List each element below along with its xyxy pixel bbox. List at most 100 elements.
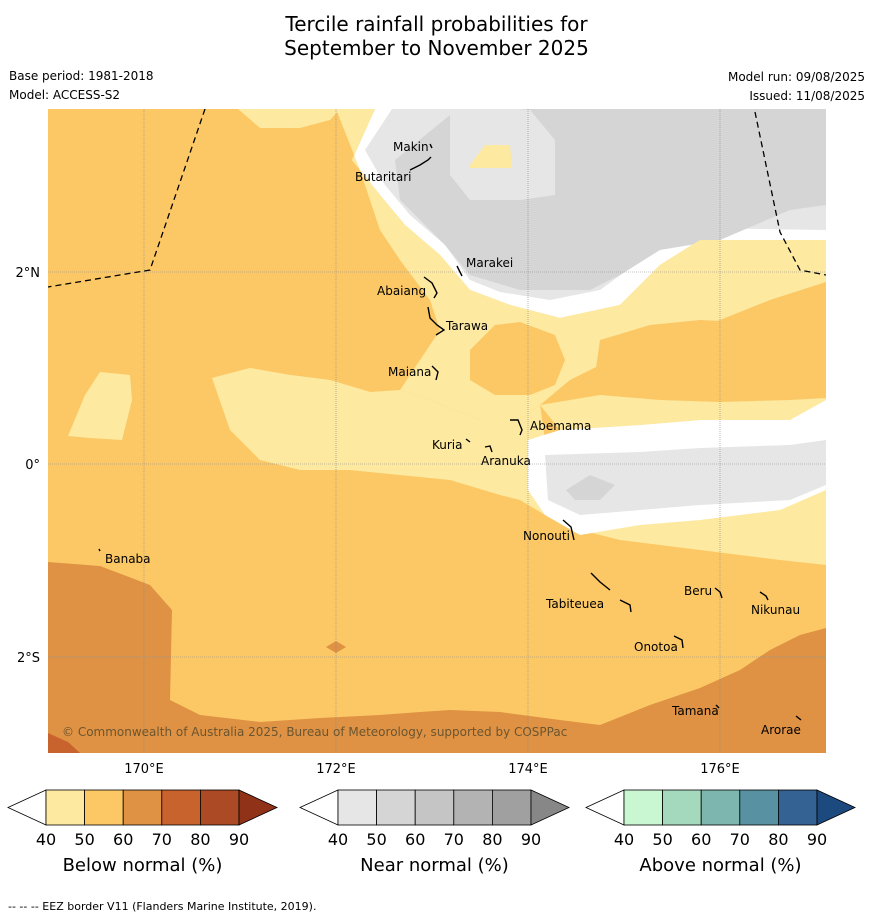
- graticule: [48, 109, 826, 753]
- colorbars: 40 50 60 70 80 90 Below normal (%) 40 50 60 70 80 90…: [7, 789, 856, 876]
- colorbar-segment: [700, 789, 741, 826]
- island-abemama: [510, 419, 523, 436]
- model-label: Model: ACCESS-S2: [9, 88, 121, 102]
- colorbar-label: Near normal (%): [360, 855, 509, 876]
- place-label: Abaiang: [377, 284, 426, 298]
- colorbar-tick-label: 60: [113, 830, 133, 849]
- colorbar-segment: [45, 789, 85, 826]
- colorbar-tick-label: 70: [444, 830, 464, 849]
- island-nonouti: [562, 519, 575, 541]
- place-label: Tarawa: [445, 319, 488, 333]
- colorbar-extend-low: [299, 789, 339, 826]
- place-label: Aranuka: [481, 454, 531, 468]
- place-label: Kuria: [432, 438, 463, 452]
- colorbar-tick-label: 80: [482, 830, 502, 849]
- island-beru: [714, 587, 723, 599]
- region-below-40-50-east-strip: [540, 395, 826, 430]
- island-tarawa: [427, 306, 446, 336]
- place-label: Nikunau: [751, 603, 800, 617]
- place-label: Makin: [393, 140, 429, 154]
- island-aranuka: [484, 445, 493, 453]
- lat-label: 2°N: [16, 266, 41, 281]
- region-below-40-50-south: [212, 368, 580, 530]
- copyright-notice: © Commonwealth of Australia 2025, Bureau…: [62, 725, 567, 739]
- colorbar-segment: [84, 789, 124, 826]
- eez-border: [48, 109, 826, 288]
- colorbar-above: 40 50 60 70 80 90 Above normal (%): [585, 789, 856, 876]
- colorbar-segment: [161, 789, 201, 826]
- colorbar-segment: [662, 789, 702, 826]
- region-near-50-60-east: [566, 475, 615, 500]
- island-kuria: [465, 438, 471, 443]
- island-arorae: [795, 715, 802, 721]
- place-label: Banaba: [105, 552, 151, 566]
- page-title-line2: September to November 2025: [284, 36, 589, 60]
- region-below-60-70-south: [48, 562, 826, 753]
- place-label: Beru: [684, 584, 712, 598]
- colorbar-extend-high: [816, 789, 856, 826]
- region-below-40-50-west: [68, 372, 132, 440]
- region-below-50-60-center: [470, 322, 565, 395]
- island-abaiang: [423, 276, 438, 299]
- colorbar-label: Below normal (%): [63, 855, 223, 876]
- colorbar-segment: [623, 789, 663, 826]
- island-nikunau: [759, 591, 769, 601]
- island-tamana: [715, 704, 720, 709]
- lat-label: 2°S: [17, 651, 40, 666]
- colorbar-segment: [491, 789, 532, 826]
- colorbar-tick-label: 70: [730, 830, 750, 849]
- region-below-40-50-north: [238, 109, 340, 128]
- region-below-50-60-east: [596, 320, 810, 400]
- place-label: Tabiteuea: [545, 597, 604, 611]
- island-tabiteuea: [590, 572, 632, 613]
- colorbar-extend-high: [238, 789, 278, 826]
- page-title-line1: Tercile rainfall probabilities for: [285, 12, 588, 36]
- place-label: Maiana: [388, 365, 431, 379]
- colorbar-tick-label: 40: [614, 830, 634, 849]
- island-makin: [429, 143, 433, 149]
- place-labels: Makin Butaritari Marakei Abaiang Tarawa …: [105, 140, 801, 737]
- colorbar-below: 40 50 60 70 80 90 Below normal (%): [7, 789, 278, 876]
- base-period-label: Base period: 1981-2018: [9, 69, 154, 83]
- region-below-40-50-northeast: [336, 109, 826, 420]
- colorbar-segment: [337, 789, 377, 826]
- axis-labels: 2°N 0° 2°S 170°E 172°E 174°E 176°E: [16, 266, 740, 777]
- colorbar-tick-label: 70: [152, 830, 172, 849]
- region-below-pocket: [470, 145, 512, 168]
- colorbar-tick-label: 50: [74, 830, 94, 849]
- lon-label: 174°E: [508, 762, 548, 777]
- island-onotoa: [673, 635, 684, 649]
- colorbar-tick-label: 50: [366, 830, 386, 849]
- colorbar-tick-label: 40: [36, 830, 56, 849]
- place-label: Tamana: [671, 704, 719, 718]
- colorbar-label: Above normal (%): [639, 855, 801, 876]
- region-below-70-80-corner: [48, 733, 80, 753]
- colorbar-extend-low: [585, 789, 625, 826]
- island-butaritari: [409, 156, 432, 171]
- island-maiana: [431, 365, 439, 381]
- lon-label: 172°E: [316, 762, 356, 777]
- colorbar-tick-label: 80: [190, 830, 210, 849]
- issued-label: Issued: 11/08/2025: [749, 89, 865, 103]
- eez-footnote: -- -- -- EEZ border V11 (Flanders Marine…: [8, 900, 317, 913]
- islands: [98, 143, 802, 721]
- lon-label: 176°E: [700, 762, 740, 777]
- place-label: Abemama: [530, 419, 591, 433]
- colorbar-tick-label: 50: [652, 830, 672, 849]
- colorbar-segment: [122, 789, 163, 826]
- lat-label: 0°: [25, 458, 40, 473]
- colorbar-tick-label: 90: [807, 830, 827, 849]
- colorbar-near: 40 50 60 70 80 90 Near normal (%): [299, 789, 570, 876]
- map-area: Makin Butaritari Marakei Abaiang Tarawa …: [48, 109, 826, 753]
- colorbar-segment: [739, 789, 779, 826]
- lon-label: 170°E: [124, 762, 164, 777]
- colorbar-tick-label: 60: [691, 830, 711, 849]
- colorbar-tick-label: 90: [521, 830, 541, 849]
- place-label: Arorae: [761, 723, 801, 737]
- colorbar-tick-label: 80: [768, 830, 788, 849]
- colorbar-extend-high: [530, 789, 570, 826]
- region-near-40-50-east: [545, 440, 826, 515]
- colorbar-tick-label: 60: [405, 830, 425, 849]
- colorbar-extend-low: [7, 789, 47, 826]
